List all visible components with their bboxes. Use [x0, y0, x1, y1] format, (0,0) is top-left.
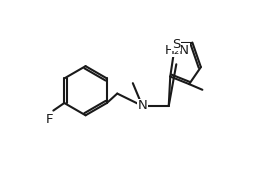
Text: H₂N: H₂N: [165, 44, 190, 57]
Text: F: F: [46, 113, 54, 126]
Text: N: N: [137, 99, 147, 112]
Text: S: S: [172, 38, 181, 51]
